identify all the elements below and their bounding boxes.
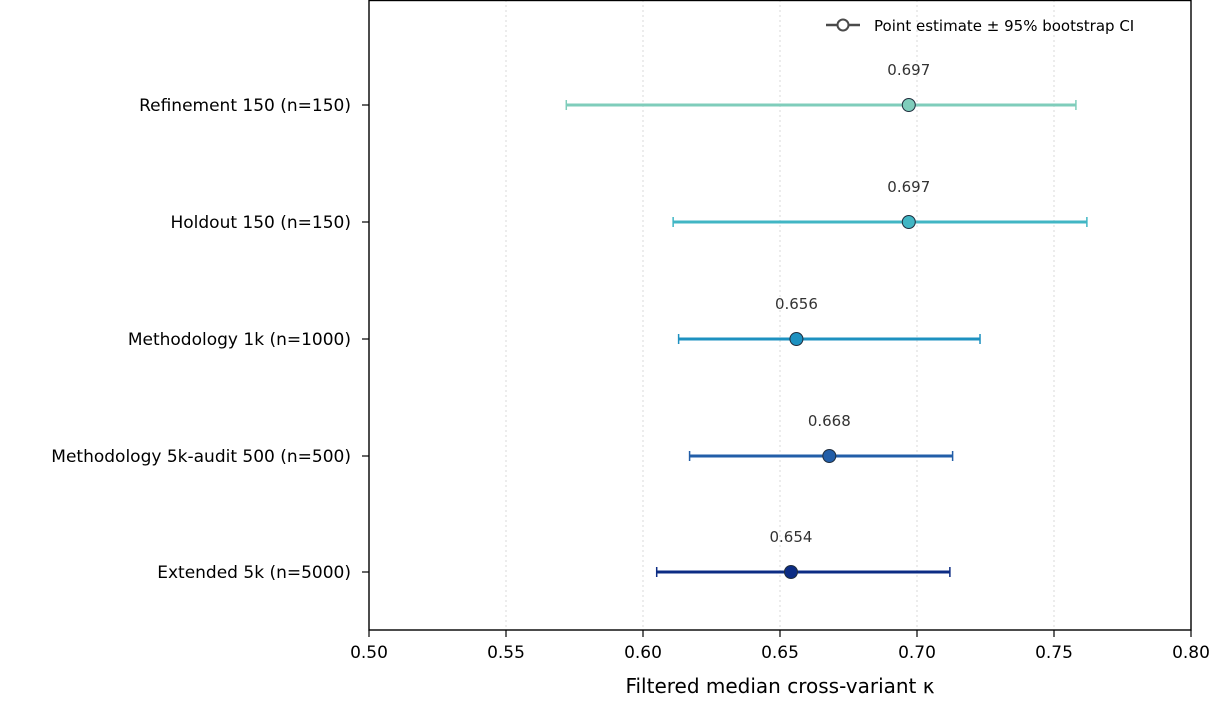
x-tick-label: 0.75 xyxy=(1035,643,1073,663)
axes-layer: Refinement 150 (n=150) Holdout 150 (n=150… xyxy=(51,0,1210,698)
value-label: 0.668 xyxy=(808,412,851,430)
y-tick-label: Methodology 1k (n=1000) xyxy=(128,330,351,350)
x-tick-label: 0.50 xyxy=(350,643,388,663)
x-tick-label: 0.65 xyxy=(761,643,799,663)
x-tick-label: 0.80 xyxy=(1172,643,1210,663)
y-tick-label: Extended 5k (n=5000) xyxy=(157,563,351,583)
point-estimate xyxy=(901,98,916,112)
x-tick-label: 0.70 xyxy=(898,643,936,663)
legend-marker xyxy=(836,18,850,32)
x-axis-label: Filtered median cross-variant κ xyxy=(625,674,934,698)
y-tick-label: Holdout 150 (n=150) xyxy=(170,213,351,233)
legend-label: Point estimate ± 95% bootstrap CI xyxy=(874,17,1134,35)
point-estimate xyxy=(822,449,837,463)
point-estimate xyxy=(901,215,916,229)
x-tick-label: 0.55 xyxy=(487,643,525,663)
legend: Point estimate ± 95% bootstrap CI xyxy=(826,17,1134,35)
marks-layer: 0.697 0.697 0.656 0.668 0.654 xyxy=(565,61,1088,579)
value-label: 0.697 xyxy=(887,178,930,196)
point-estimate xyxy=(789,332,804,346)
y-tick-label: Refinement 150 (n=150) xyxy=(139,96,351,116)
value-label: 0.654 xyxy=(769,528,812,546)
value-label: 0.656 xyxy=(775,295,818,313)
value-label: 0.697 xyxy=(887,61,930,79)
y-tick-label: Methodology 5k-audit 500 (n=500) xyxy=(51,447,351,467)
point-estimate xyxy=(783,565,798,579)
x-tick-label: 0.60 xyxy=(624,643,662,663)
